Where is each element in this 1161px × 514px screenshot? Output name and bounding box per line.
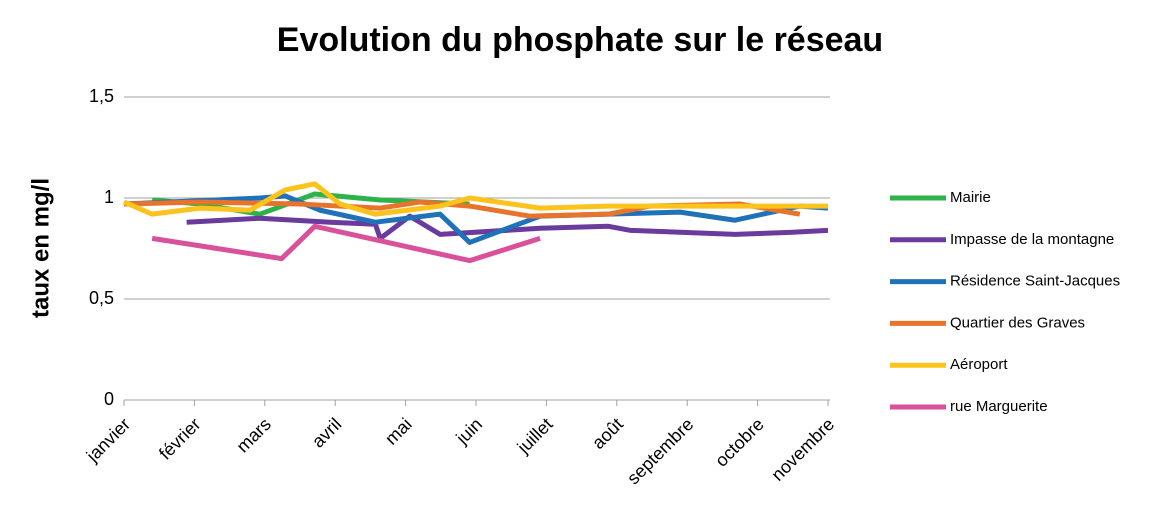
x-tick-label: janvier xyxy=(82,414,134,466)
series-line xyxy=(186,213,829,241)
x-tick-label: mars xyxy=(233,414,275,456)
y-tick-label: 0 xyxy=(104,389,114,409)
x-tick-label: juillet xyxy=(513,414,557,458)
y-tick-label: 1 xyxy=(104,187,114,207)
x-tick-label: novembre xyxy=(767,414,838,485)
x-tick-label: février xyxy=(155,414,205,464)
legend-label: Quartier des Graves xyxy=(950,314,1085,331)
x-tick-label: septembre xyxy=(623,414,697,488)
series-line xyxy=(151,223,541,264)
y-axis-label: taux en mg/l xyxy=(27,178,54,318)
legend-label: rue Marguerite xyxy=(950,398,1048,415)
x-tick-label: août xyxy=(588,414,627,453)
legend-label: Mairie xyxy=(950,189,991,206)
legend-label: Résidence Saint-Jacques xyxy=(950,273,1120,290)
y-tick-label: 0,5 xyxy=(89,288,114,308)
x-tick-label: octobre xyxy=(711,414,768,471)
series-line xyxy=(123,181,828,217)
legend-label: Aéroport xyxy=(950,356,1008,373)
x-tick-label: juin xyxy=(452,414,487,449)
y-tick-label: 1,5 xyxy=(89,86,114,106)
x-tick-label: avril xyxy=(308,414,345,451)
series-line xyxy=(123,193,829,245)
x-tick-label: mai xyxy=(381,414,416,449)
chart-title: Evolution du phosphate sur le réseau xyxy=(277,21,883,59)
legend-label: Impasse de la montagne xyxy=(950,231,1114,248)
